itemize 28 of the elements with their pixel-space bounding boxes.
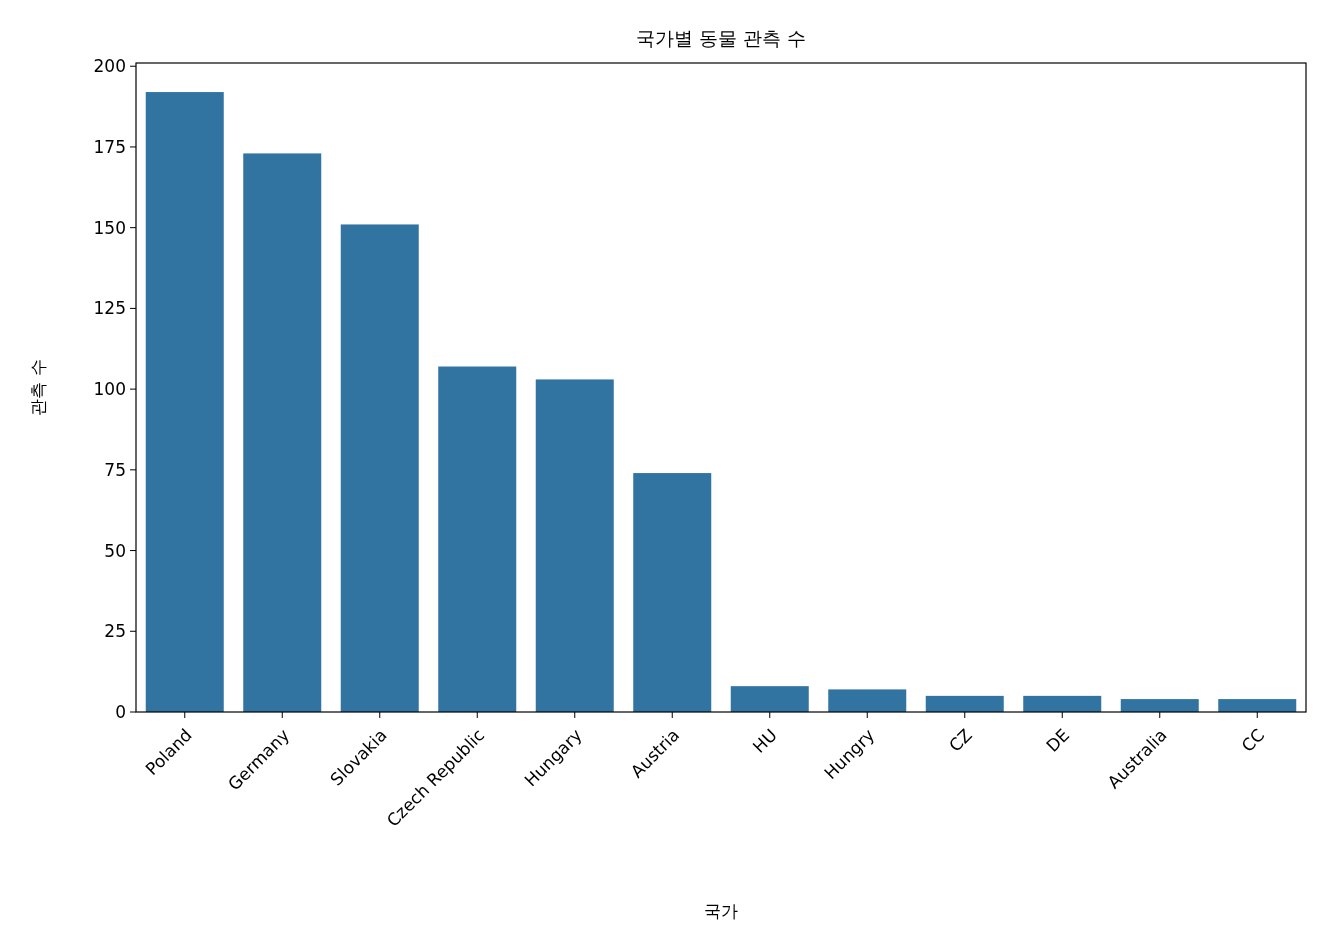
y-tick-label: 25 [104,621,126,642]
x-axis-title: 국가 [704,901,738,921]
y-tick-label: 200 [93,56,126,77]
y-tick-label: 50 [104,540,126,561]
y-tick-label: 150 [93,217,126,238]
bar [340,224,419,712]
y-axis-title: 관측 수 [28,359,48,416]
bar [730,686,809,712]
x-tick-label: CZ [945,724,976,756]
bar [828,689,907,712]
y-tick-label: 125 [93,298,126,319]
bar [535,379,614,712]
bar [633,473,712,712]
bar [1120,699,1199,712]
bar [925,695,1004,712]
bar [1023,695,1102,712]
y-tick-label: 0 [115,701,126,722]
y-tick-label: 175 [93,136,126,157]
x-tick-label: CC [1237,724,1269,756]
bar [438,366,517,712]
chart-title: 국가별 동물 관측 수 [635,27,807,49]
bar [145,92,224,712]
y-tick-label: 100 [93,379,126,400]
x-tick-label: HU [748,724,781,757]
x-tick-label: DE [1042,724,1074,756]
bar [1218,699,1297,712]
bar [243,153,322,712]
y-tick-label: 75 [104,459,126,480]
